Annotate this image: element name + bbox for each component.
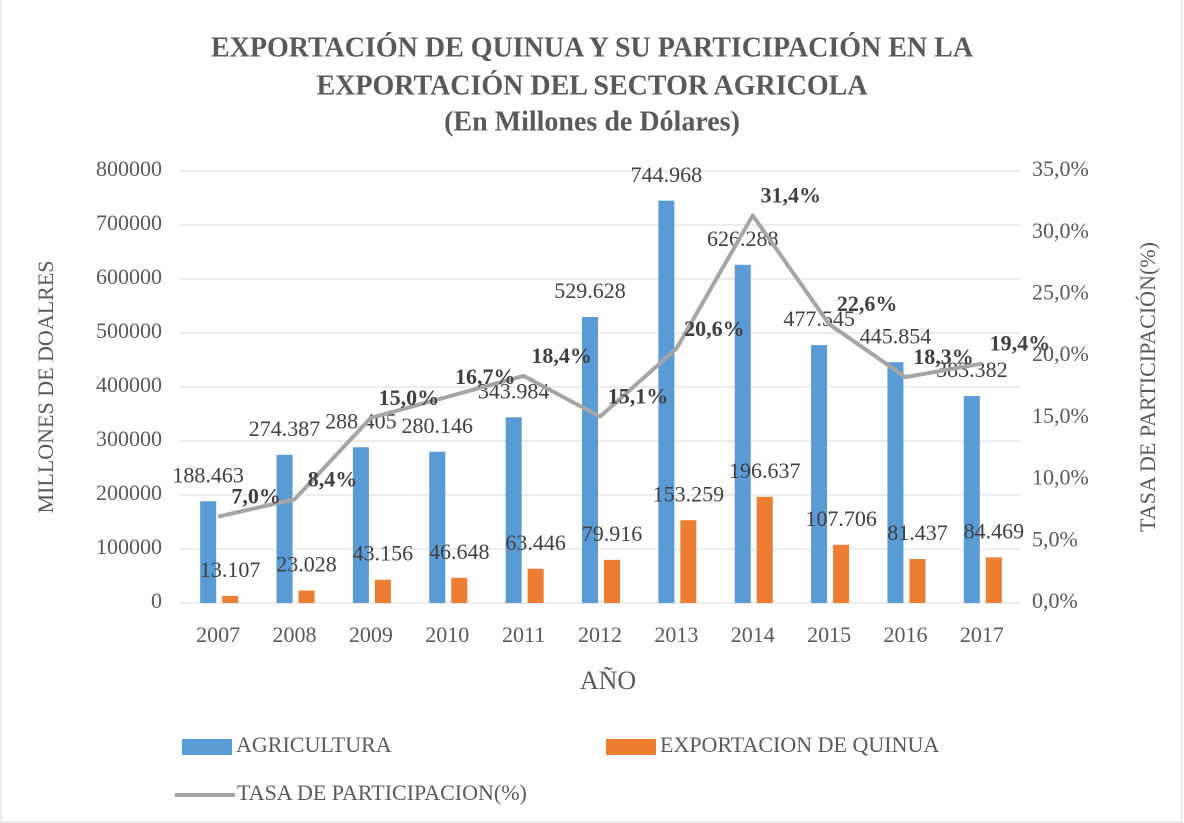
- bar: [887, 362, 904, 603]
- chart-title: EXPORTACIÓN DE QUINUA Y SU PARTICIPACIÓN…: [211, 32, 974, 63]
- data-label: 46.648: [429, 539, 490, 564]
- data-label: 107.706: [805, 506, 877, 531]
- x-tick-label: 2012: [578, 622, 622, 647]
- x-axis-title: AÑO: [580, 666, 636, 695]
- data-label: 79.916: [582, 521, 643, 546]
- data-label: 84.469: [964, 518, 1025, 543]
- data-label: 23.028: [276, 552, 337, 577]
- data-label: 445.854: [860, 323, 932, 348]
- y-tick-label: 800000: [96, 156, 162, 181]
- data-label: 196.637: [729, 458, 801, 483]
- bar: [374, 579, 391, 603]
- data-label: 13.107: [200, 557, 261, 582]
- data-label: 18,3%: [913, 344, 974, 369]
- x-tick-label: 2013: [654, 622, 698, 647]
- data-label: 31,4%: [760, 182, 821, 207]
- x-tick-label: 2008: [273, 622, 317, 647]
- data-label: 16,7%: [455, 364, 516, 389]
- bar: [298, 590, 315, 603]
- y-tick-label: 0: [151, 588, 162, 613]
- bar: [756, 496, 773, 603]
- y-tick-label: 500000: [96, 318, 162, 343]
- legend-label: TASA DE PARTICIPACION(%): [237, 780, 527, 805]
- data-label: 81.437: [887, 520, 948, 545]
- bar: [200, 501, 217, 603]
- data-label: 63.446: [505, 530, 566, 555]
- bar: [811, 345, 828, 603]
- bar: [963, 395, 980, 603]
- y2-tick-label: 0,0%: [1032, 588, 1078, 613]
- bar: [429, 451, 446, 603]
- bar: [833, 544, 850, 603]
- legend-swatch: [606, 739, 656, 755]
- data-label: 15,0%: [379, 385, 440, 410]
- bar: [680, 520, 697, 603]
- data-label: 8,4%: [308, 466, 358, 491]
- data-label: 18,4%: [531, 343, 592, 368]
- data-label: 274.387: [249, 416, 321, 441]
- chart-subtitle: (En Millones de Dólares): [444, 106, 740, 137]
- y-tick-label: 200000: [96, 480, 162, 505]
- y2-axis-title: TASA DE PARTICIPACIÓN(%): [1135, 242, 1160, 532]
- data-label: 188.463: [172, 462, 244, 487]
- y-axis-title: MILLONES DE DOALRES: [33, 261, 58, 514]
- x-tick-label: 2010: [425, 622, 469, 647]
- data-label: 7,0%: [231, 484, 281, 509]
- x-tick-label: 2009: [349, 622, 393, 647]
- bar: [985, 557, 1002, 603]
- x-tick-label: 2007: [196, 622, 240, 647]
- y2-tick-label: 10,0%: [1032, 465, 1089, 490]
- data-label: 22,6%: [837, 291, 898, 316]
- y-tick-label: 400000: [96, 372, 162, 397]
- y2-tick-label: 5,0%: [1032, 526, 1078, 551]
- bar: [582, 317, 598, 603]
- data-label: 15,1%: [608, 384, 669, 409]
- bar: [276, 454, 293, 603]
- legend-swatch: [182, 739, 232, 755]
- y2-tick-label: 35,0%: [1032, 156, 1089, 181]
- y-tick-label: 700000: [96, 210, 162, 235]
- y2-tick-label: 15,0%: [1032, 403, 1089, 428]
- bar: [658, 200, 675, 603]
- data-label: 280.146: [402, 413, 474, 438]
- data-label: 529.628: [554, 278, 626, 303]
- x-tick-label: 2015: [807, 622, 851, 647]
- legend-label: EXPORTACION DE QUINUA: [660, 732, 939, 757]
- bar: [604, 559, 620, 603]
- bar: [734, 264, 751, 603]
- bar: [222, 595, 239, 603]
- y-tick-label: 600000: [96, 264, 162, 289]
- bar: [451, 577, 468, 603]
- y2-tick-label: 30,0%: [1032, 218, 1089, 243]
- data-label: 43.156: [353, 541, 414, 566]
- bar: [527, 568, 544, 603]
- x-tick-label: 2016: [883, 622, 927, 647]
- x-tick-label: 2011: [502, 622, 545, 647]
- bar: [505, 417, 522, 603]
- chart-title: EXPORTACIÓN DEL SECTOR AGRICOLA: [316, 70, 868, 101]
- y2-tick-label: 25,0%: [1032, 279, 1089, 304]
- x-tick-label: 2014: [731, 622, 775, 647]
- bar: [352, 447, 369, 603]
- data-label: 153.259: [653, 481, 725, 506]
- x-tick-label: 2017: [960, 622, 1004, 647]
- bar: [909, 559, 926, 603]
- data-label: 20,6%: [684, 316, 745, 341]
- data-label: 19,4%: [990, 331, 1051, 356]
- y-tick-label: 300000: [96, 426, 162, 451]
- legend-label: AGRICULTURA: [236, 732, 392, 757]
- y2-tick-label: 20,0%: [1032, 341, 1089, 366]
- data-label: 744.968: [631, 162, 703, 187]
- y-tick-label: 100000: [96, 534, 162, 559]
- line: [217, 213, 983, 519]
